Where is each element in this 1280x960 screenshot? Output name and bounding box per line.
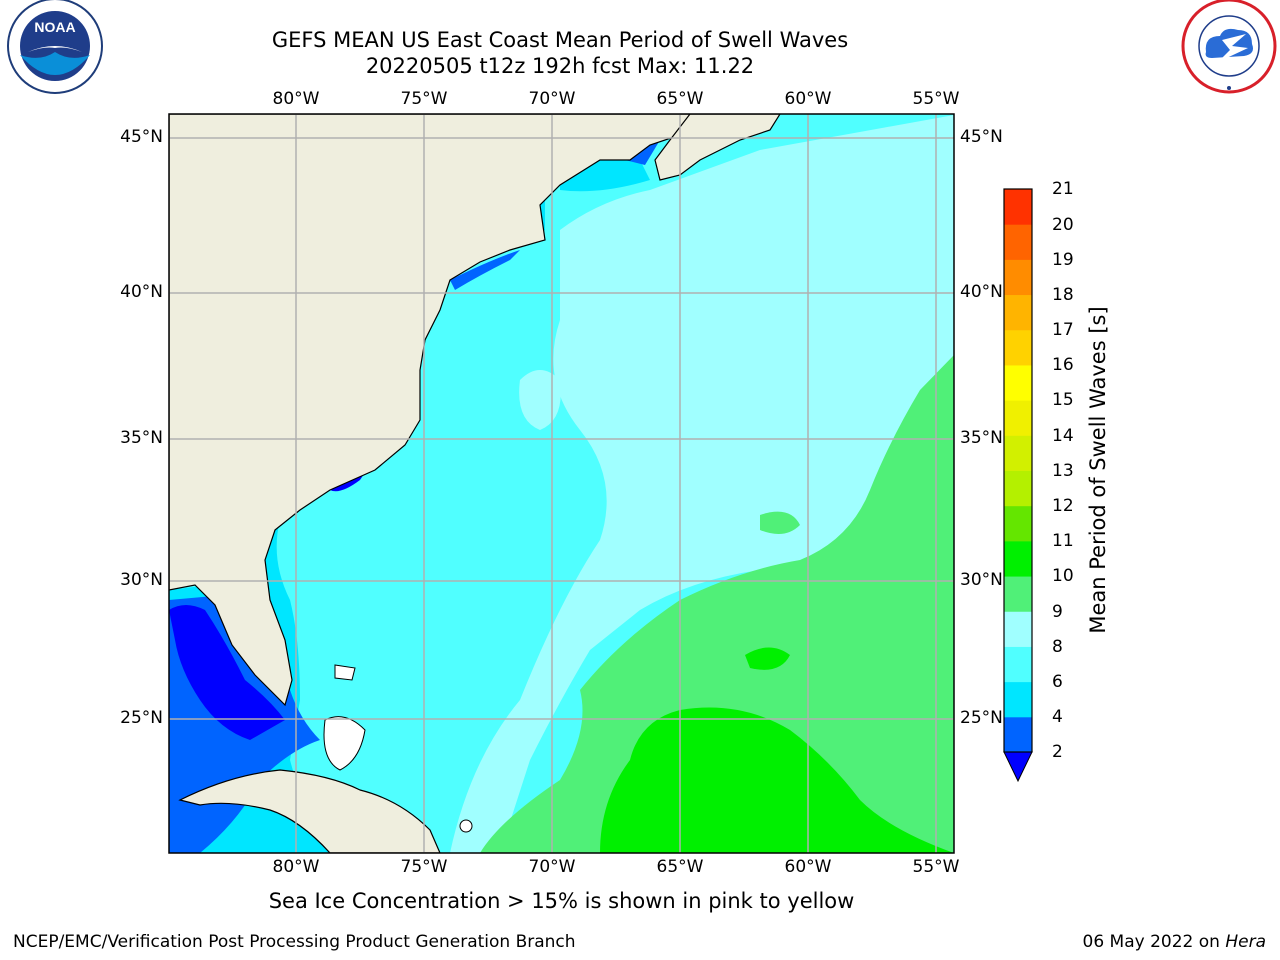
- map-frame: [168, 113, 955, 854]
- land-island: [459, 819, 473, 833]
- colorbar-segment: [1004, 611, 1032, 647]
- noaa-logo: NOAA: [7, 0, 103, 94]
- colorbar-segment: [1004, 435, 1032, 471]
- lon-tick-bottom-80w: 80°W: [272, 857, 320, 877]
- footer-machine: Hera: [1225, 932, 1266, 952]
- colorbar-tick: 2: [1052, 742, 1063, 762]
- footer-credit: NCEP/EMC/Verification Post Processing Pr…: [13, 932, 576, 952]
- lat-tick-left-45n: 45°N: [120, 127, 163, 147]
- colorbar-frame: [1003, 188, 1033, 753]
- field-9-10s: [480, 355, 954, 853]
- lat-tick-left-25n: 25°N: [120, 708, 163, 728]
- colorbar-tick: 18: [1052, 285, 1074, 305]
- colorbar-tick: 10: [1052, 566, 1074, 586]
- lon-tick-bottom-75w: 75°W: [400, 857, 448, 877]
- colorbar-tick: 17: [1052, 320, 1074, 340]
- field-8-9s-patch: [597, 247, 660, 300]
- lon-tick-top-65w: 65°W: [656, 89, 704, 109]
- field-8-9s: [450, 115, 954, 853]
- chart-subtitle: 20220505 t12z 192h fcst Max: 11.22: [365, 54, 755, 78]
- colorbar-tick: 19: [1052, 250, 1074, 270]
- colorbar-tick: 8: [1052, 637, 1063, 657]
- colorbar-segment: [1004, 470, 1032, 507]
- colorbar-segment: [1004, 646, 1032, 683]
- land-cuba: [178, 769, 441, 853]
- colorbar-tick: 6: [1052, 672, 1063, 692]
- field-10-11s-patch: [745, 647, 790, 670]
- lon-tick-bottom-55w: 55°W: [912, 857, 960, 877]
- colorbar-under-arrow: [1003, 751, 1033, 783]
- nws-logo: [1181, 0, 1277, 94]
- lat-tick-right-35n: 35°N: [960, 428, 1003, 448]
- lon-tick-bottom-70w: 70°W: [528, 857, 576, 877]
- footer-date: 06 May 2022 on Hera: [1083, 932, 1267, 952]
- footer-date-text: 06 May 2022 on: [1082, 932, 1220, 952]
- lon-tick-top-60w: 60°W: [784, 89, 832, 109]
- colorbar-segment: [1004, 400, 1032, 436]
- colorbar-segment: [1004, 576, 1032, 612]
- colorbar-tick: 16: [1052, 355, 1074, 375]
- field-2-4s-nj: [450, 250, 520, 290]
- land-bahamas-north: [334, 664, 356, 681]
- sea-ice-note: Sea Ice Concentration > 15% is shown in …: [268, 889, 855, 913]
- field-10-11s: [600, 707, 954, 853]
- lon-tick-top-75w: 75°W: [400, 89, 448, 109]
- swell-period-field: [169, 114, 954, 853]
- colorbar-tick: 4: [1052, 707, 1063, 727]
- lon-tick-top-70w: 70°W: [528, 89, 576, 109]
- colorbar-segment: [1004, 716, 1032, 753]
- colorbar-tick: 14: [1052, 426, 1074, 446]
- colorbar-segment: [1004, 294, 1032, 331]
- chart-title: GEFS MEAN US East Coast Mean Period of S…: [271, 28, 849, 52]
- lon-tick-bottom-60w: 60°W: [784, 857, 832, 877]
- colorbar: [1003, 188, 1033, 783]
- colorbar-tick: 20: [1052, 215, 1074, 235]
- lat-tick-right-30n: 30°N: [960, 570, 1003, 590]
- colorbar-title: Mean Period of Swell Waves [s]: [1086, 306, 1110, 634]
- field-under-2s: [169, 605, 285, 740]
- colorbar-tick: 21: [1052, 179, 1074, 199]
- colorbar-segment: [1004, 259, 1032, 296]
- field-9-10s-patch: [760, 511, 800, 534]
- land-nova-scotia: [654, 114, 781, 181]
- field-8-9s-patch-2: [519, 370, 561, 430]
- lat-tick-left-40n: 40°N: [120, 282, 163, 302]
- colorbar-segment: [1004, 505, 1032, 542]
- lon-tick-bottom-65w: 65°W: [656, 857, 704, 877]
- lon-tick-top-80w: 80°W: [272, 89, 320, 109]
- lat-tick-right-40n: 40°N: [960, 282, 1003, 302]
- noaa-logo-text: NOAA: [34, 19, 75, 35]
- lat-tick-right-45n: 45°N: [960, 127, 1003, 147]
- colorbar-tick: 13: [1052, 461, 1074, 481]
- colorbar-segment: [1004, 224, 1032, 260]
- colorbar-segment: [1004, 681, 1032, 718]
- colorbar-segment: [1004, 189, 1032, 225]
- lat-tick-left-30n: 30°N: [120, 570, 163, 590]
- colorbar-tick: 9: [1052, 602, 1063, 622]
- land-bahamas: [323, 716, 366, 771]
- graticule: [169, 114, 954, 853]
- colorbar-segment: [1004, 540, 1032, 577]
- colorbar-segment: [1004, 364, 1032, 401]
- colorbar-tick: 15: [1052, 390, 1074, 410]
- lat-tick-left-35n: 35°N: [120, 428, 163, 448]
- land-north-america: [169, 114, 691, 707]
- colorbar-segment: [1004, 329, 1032, 366]
- colorbar-tick: 11: [1052, 531, 1074, 551]
- lon-tick-top-55w: 55°W: [912, 89, 960, 109]
- colorbar-tick: 12: [1052, 496, 1074, 516]
- lat-tick-right-25n: 25°N: [960, 708, 1003, 728]
